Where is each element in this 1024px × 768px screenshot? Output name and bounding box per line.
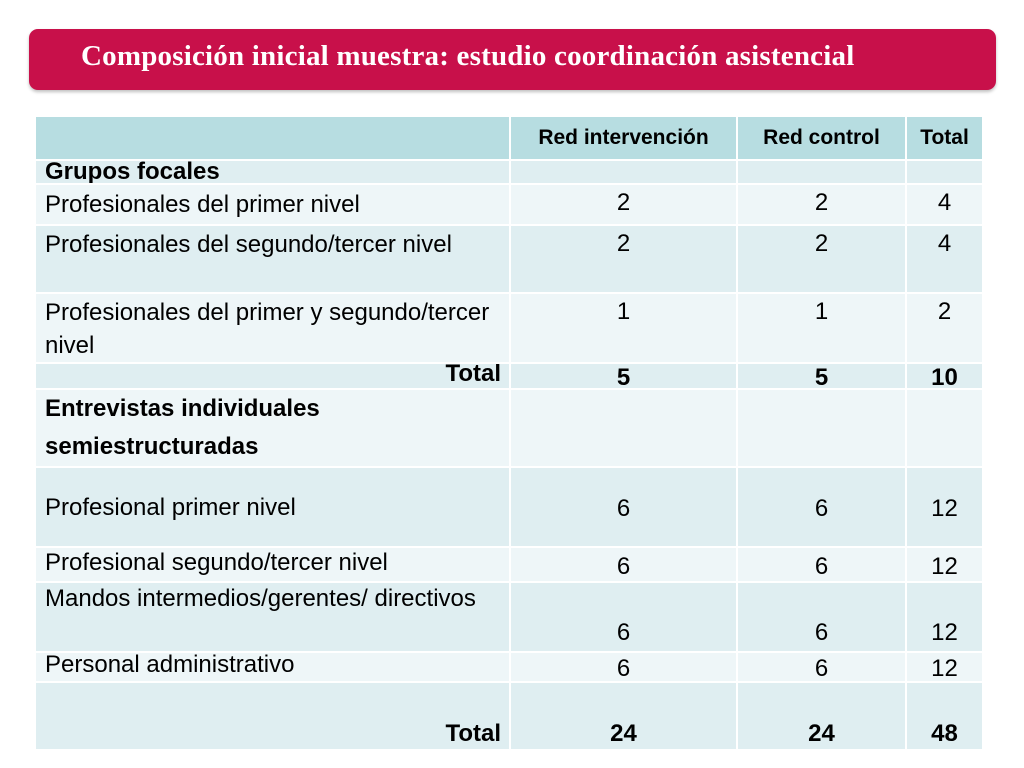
total-red-intervencion: 24 [511, 683, 738, 751]
row-label: Profesional segundo/tercer nivel [36, 548, 511, 583]
row-label: Profesionales del segundo/tercer nivel [36, 226, 511, 294]
title-bar: Composición inicial muestra: estudio coo… [29, 29, 996, 90]
cell-red-intervencion: 1 [511, 294, 738, 364]
cell-red-intervencion: 2 [511, 226, 738, 294]
total-red-control: 5 [738, 364, 907, 390]
row-label: Profesional primer nivel [36, 468, 511, 548]
header-total: Total [907, 117, 984, 161]
table-cell [907, 390, 984, 468]
cell-red-intervencion: 6 [511, 468, 738, 548]
total-row: Total 5 5 10 [36, 364, 984, 390]
total-red-control: 24 [738, 683, 907, 751]
section-row-entrevistas: Entrevistas individuales semiestructurad… [36, 390, 984, 468]
table-row: Profesional primer nivel 6 6 12 [36, 468, 984, 548]
header-row: Red intervención Red control Total [36, 117, 984, 161]
cell-total: 12 [907, 653, 984, 683]
header-empty [36, 117, 511, 161]
table-cell [907, 161, 984, 185]
cell-total: 4 [907, 226, 984, 294]
table-cell [738, 161, 907, 185]
table-cell [511, 161, 738, 185]
table-row: Profesionales del primer y segundo/terce… [36, 294, 984, 364]
total-total: 48 [907, 683, 984, 751]
cell-total: 4 [907, 185, 984, 226]
row-label: Mandos intermedios/gerentes/ directivos [36, 583, 511, 653]
total-red-intervencion: 5 [511, 364, 738, 390]
sample-composition-table: Red intervención Red control Total Grupo… [36, 117, 984, 751]
section-row-grupos-focales: Grupos focales [36, 161, 984, 185]
cell-red-control: 2 [738, 226, 907, 294]
cell-red-intervencion: 2 [511, 185, 738, 226]
cell-total: 12 [907, 468, 984, 548]
total-total: 10 [907, 364, 984, 390]
section-label: Grupos focales [36, 161, 511, 185]
total-label: Total [36, 364, 511, 390]
total-label: Total [36, 683, 511, 751]
cell-red-intervencion: 6 [511, 653, 738, 683]
header-red-intervencion: Red intervención [511, 117, 738, 161]
table-row: Personal administrativo 6 6 12 [36, 653, 984, 683]
cell-red-control: 6 [738, 548, 907, 583]
cell-red-control: 6 [738, 468, 907, 548]
table-cell [738, 390, 907, 468]
table-cell [511, 390, 738, 468]
cell-red-intervencion: 6 [511, 583, 738, 653]
total-row: Total 24 24 48 [36, 683, 984, 751]
row-label: Profesionales del primer nivel [36, 185, 511, 226]
cell-total: 2 [907, 294, 984, 364]
cell-red-control: 1 [738, 294, 907, 364]
section-label: Entrevistas individuales semiestructurad… [36, 390, 511, 468]
table-row: Profesionales del primer nivel 2 2 4 [36, 185, 984, 226]
cell-red-intervencion: 6 [511, 548, 738, 583]
table-row: Profesional segundo/tercer nivel 6 6 12 [36, 548, 984, 583]
header-red-control: Red control [738, 117, 907, 161]
cell-red-control: 6 [738, 653, 907, 683]
cell-total: 12 [907, 583, 984, 653]
cell-total: 12 [907, 548, 984, 583]
slide-title: Composición inicial muestra: estudio coo… [81, 40, 855, 72]
table-row: Profesionales del segundo/tercer nivel 2… [36, 226, 984, 294]
row-label: Personal administrativo [36, 653, 511, 683]
table-row: Mandos intermedios/gerentes/ directivos … [36, 583, 984, 653]
cell-red-control: 6 [738, 583, 907, 653]
row-label: Profesionales del primer y segundo/terce… [36, 294, 511, 364]
cell-red-control: 2 [738, 185, 907, 226]
